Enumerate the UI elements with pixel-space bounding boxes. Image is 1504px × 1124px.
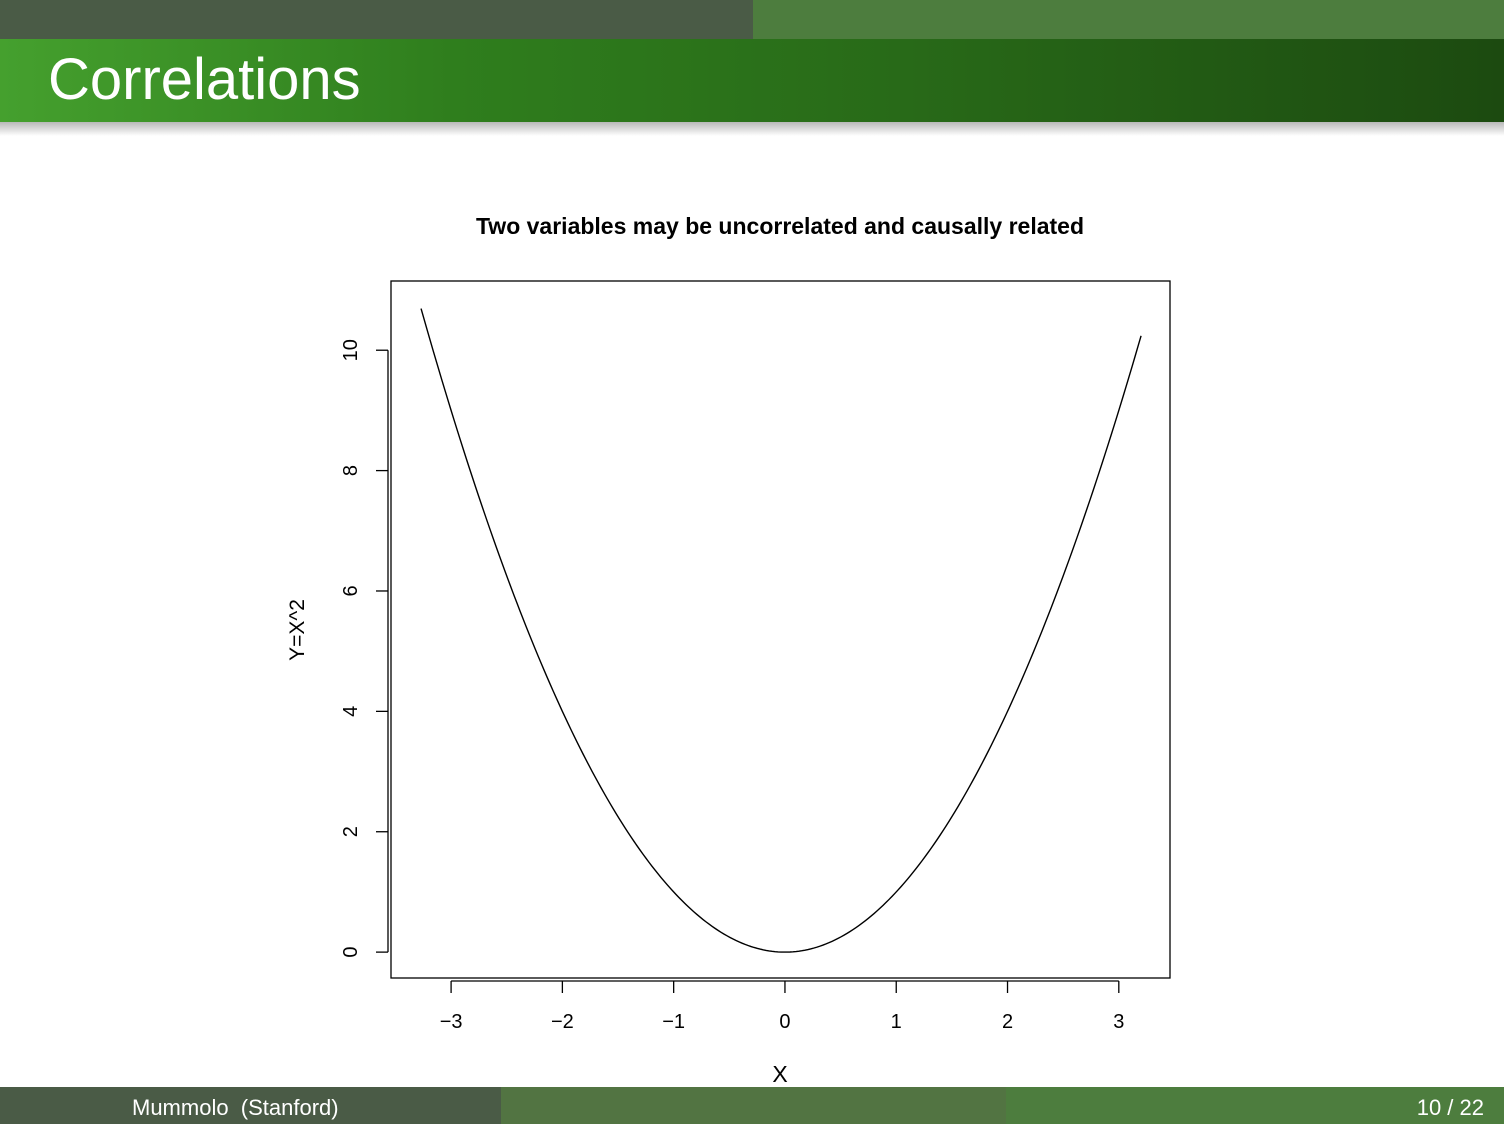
slide-title-bar: Correlations	[0, 39, 1504, 122]
parabola-chart: Two variables may be uncorrelated and ca…	[286, 213, 1171, 1087]
slide-title: Correlations	[48, 47, 361, 112]
y-tick-label: 4	[340, 706, 362, 717]
plot-frame	[390, 280, 1171, 979]
x-tick-label: −3	[440, 1011, 463, 1033]
top-strip-left	[0, 0, 753, 39]
x-tick-label: −1	[662, 1011, 685, 1033]
x-tick-label: −2	[551, 1011, 574, 1033]
x-tick-label: 3	[1113, 1011, 1124, 1033]
y-tick-label: 10	[340, 339, 362, 361]
y-axis: 0 2 4 6 8 10	[340, 339, 389, 958]
page-number: 10 / 22	[1416, 1095, 1484, 1120]
footer-right: 10 / 22	[1006, 1087, 1504, 1124]
top-navigation-strip	[0, 0, 1504, 39]
footer-left: Mummolo (Stanford)	[0, 1087, 501, 1124]
x-tick-label: 1	[891, 1011, 902, 1033]
x-tick-label: 0	[779, 1011, 790, 1033]
series-line-y-equals-x-squared	[420, 308, 1142, 953]
slide-footer: Mummolo (Stanford) 10 / 22	[0, 1087, 1504, 1124]
y-tick-label: 6	[340, 585, 362, 596]
chart-title: Two variables may be uncorrelated and ca…	[476, 213, 1084, 239]
x-tick-label: 2	[1002, 1011, 1013, 1033]
x-axis-label: X	[772, 1061, 787, 1087]
footer-middle	[501, 1087, 1006, 1124]
y-tick-label: 0	[340, 947, 362, 958]
y-tick-label: 8	[340, 465, 362, 476]
x-axis: −3 −2 −1 0 1 2 3	[440, 980, 1124, 1033]
y-axis-label: Y=X^2	[286, 599, 309, 661]
title-bar-shadow	[0, 122, 1504, 136]
top-strip-right	[753, 0, 1504, 39]
footer-author: Mummolo (Stanford)	[132, 1095, 339, 1120]
y-tick-label: 2	[340, 826, 362, 837]
